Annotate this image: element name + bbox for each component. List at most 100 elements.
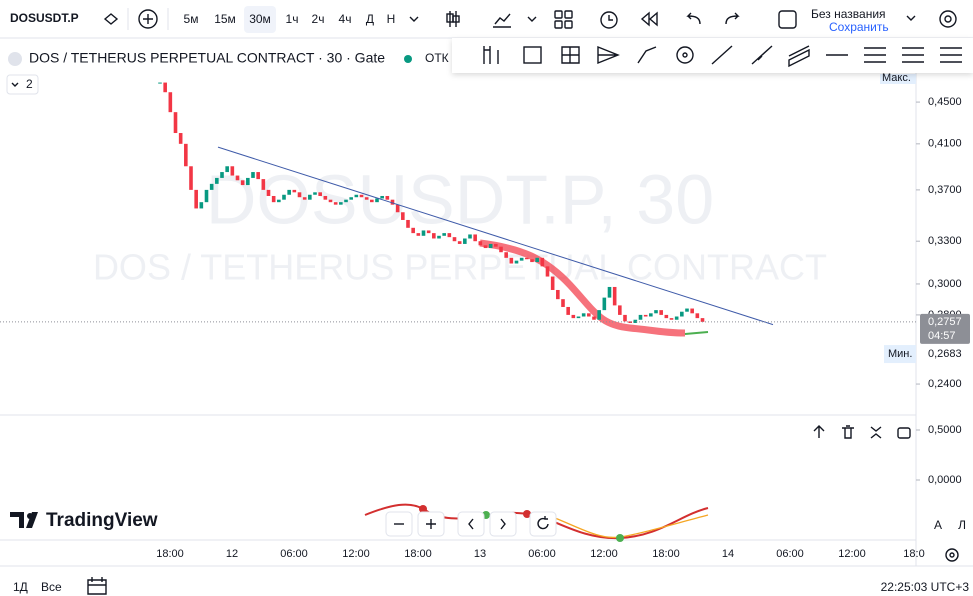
tool[interactable] xyxy=(751,45,773,65)
candle-body xyxy=(416,233,421,236)
redo-button[interactable] xyxy=(725,12,740,25)
indicators-button[interactable] xyxy=(493,13,537,28)
current-price-tag xyxy=(920,313,970,344)
replay-button[interactable] xyxy=(640,11,658,27)
candle-body xyxy=(359,194,364,198)
navigation-buttons xyxy=(385,511,557,537)
candle-body xyxy=(540,257,545,267)
candle-body xyxy=(525,257,529,260)
candle-body xyxy=(463,238,467,244)
candle-body xyxy=(473,234,477,242)
candle-body xyxy=(266,189,271,196)
active-interval xyxy=(244,6,276,33)
tool[interactable] xyxy=(902,47,924,63)
watermark-symbol: DOSUSDT.P, 30 xyxy=(206,160,714,238)
signal-dot xyxy=(523,510,531,518)
auto-scale-button[interactable]: A xyxy=(934,518,942,532)
tool[interactable] xyxy=(483,46,499,64)
candle-body xyxy=(204,189,209,203)
axis-settings[interactable] xyxy=(945,548,959,562)
templates-button[interactable] xyxy=(554,10,573,29)
tool[interactable] xyxy=(637,46,657,64)
indicator-band-tail xyxy=(684,331,709,335)
price-label: 0,4100 xyxy=(928,138,962,150)
tool[interactable] xyxy=(711,45,733,65)
brand-name: TradingView xyxy=(46,510,158,531)
more-intervals[interactable] xyxy=(409,16,419,22)
indicators-toggle[interactable] xyxy=(6,74,39,95)
settings-button[interactable] xyxy=(939,10,957,28)
interval-button[interactable]: 30м xyxy=(249,12,271,26)
tool[interactable] xyxy=(597,45,620,65)
tool[interactable] xyxy=(788,45,810,68)
compare-button[interactable] xyxy=(138,9,158,29)
candle-body xyxy=(385,195,390,200)
collapse-pane[interactable] xyxy=(870,426,882,439)
brand-logo: TradingView xyxy=(10,510,158,531)
signal-dot xyxy=(616,534,624,542)
tool[interactable] xyxy=(561,46,580,64)
candle-body xyxy=(313,192,317,195)
tool[interactable] xyxy=(864,47,886,63)
scroll-left[interactable] xyxy=(457,511,485,537)
time-label: 12:00 xyxy=(342,548,370,560)
candle-body xyxy=(452,237,457,242)
interval-button[interactable]: Н xyxy=(387,12,396,26)
candle-body xyxy=(576,316,581,319)
symbol[interactable]: DOSUSDT.P xyxy=(10,11,79,25)
alert-button[interactable] xyxy=(600,11,618,29)
drawing-tools xyxy=(483,45,962,68)
move-up[interactable] xyxy=(813,425,825,438)
tool[interactable] xyxy=(676,46,694,64)
layout-menu[interactable]: Без названия Сохранить xyxy=(811,7,916,34)
clock: 22:25:03 UTC+3 xyxy=(881,580,970,594)
candle-body xyxy=(478,241,483,246)
undo-button[interactable] xyxy=(686,12,701,25)
tool[interactable] xyxy=(940,47,962,63)
delete-pane[interactable] xyxy=(842,425,854,439)
candle-body xyxy=(163,82,167,93)
maximize-pane[interactable] xyxy=(897,427,911,439)
candle-body xyxy=(550,276,555,290)
log-scale-button[interactable]: Л xyxy=(958,518,966,532)
candle-body xyxy=(349,197,353,200)
candle-body xyxy=(220,172,224,178)
reset-chart[interactable] xyxy=(529,511,557,537)
time-label: 06:00 xyxy=(776,548,804,560)
layout-checkbox[interactable] xyxy=(778,10,797,29)
scroll-right[interactable] xyxy=(489,511,517,537)
drawing-toolbar xyxy=(452,38,973,73)
interval-button[interactable]: 15м xyxy=(214,12,236,26)
interval-button[interactable]: 5м xyxy=(184,12,199,26)
candle-body xyxy=(339,202,343,205)
interval-button[interactable]: Д xyxy=(366,12,374,26)
interval-button[interactable]: 1ч xyxy=(286,12,299,26)
time-label: 12 xyxy=(226,548,238,560)
candle-body xyxy=(370,199,374,203)
candle-body xyxy=(530,259,534,263)
candle-body xyxy=(230,166,235,176)
tool[interactable] xyxy=(523,46,542,64)
interval-button[interactable]: 4ч xyxy=(339,12,352,26)
candle-body xyxy=(664,314,669,319)
date-range-button[interactable] xyxy=(87,577,107,595)
candle-body xyxy=(323,195,328,200)
candle-body xyxy=(277,199,281,203)
range-button[interactable]: 1Д xyxy=(13,580,28,594)
candle-body xyxy=(509,257,514,264)
interval-button[interactable]: 2ч xyxy=(312,12,325,26)
candle-body xyxy=(483,245,488,249)
max-tag xyxy=(880,74,916,84)
min-tag xyxy=(884,345,916,364)
candle-body xyxy=(468,234,472,239)
layout-name[interactable]: Без названия xyxy=(811,7,886,21)
chart-type-button[interactable] xyxy=(446,11,460,27)
legend: DOS / TETHERUS PERPETUAL CONTRACT · 30 ·… xyxy=(6,50,449,95)
time-label: 06:00 xyxy=(280,548,308,560)
symbol-button[interactable]: DOSUSDT.P xyxy=(10,11,119,25)
candle-body xyxy=(354,194,359,198)
range-button[interactable]: Все xyxy=(41,580,62,594)
candle-body xyxy=(499,246,503,253)
candle-body xyxy=(426,230,431,234)
candle-body xyxy=(556,289,560,300)
